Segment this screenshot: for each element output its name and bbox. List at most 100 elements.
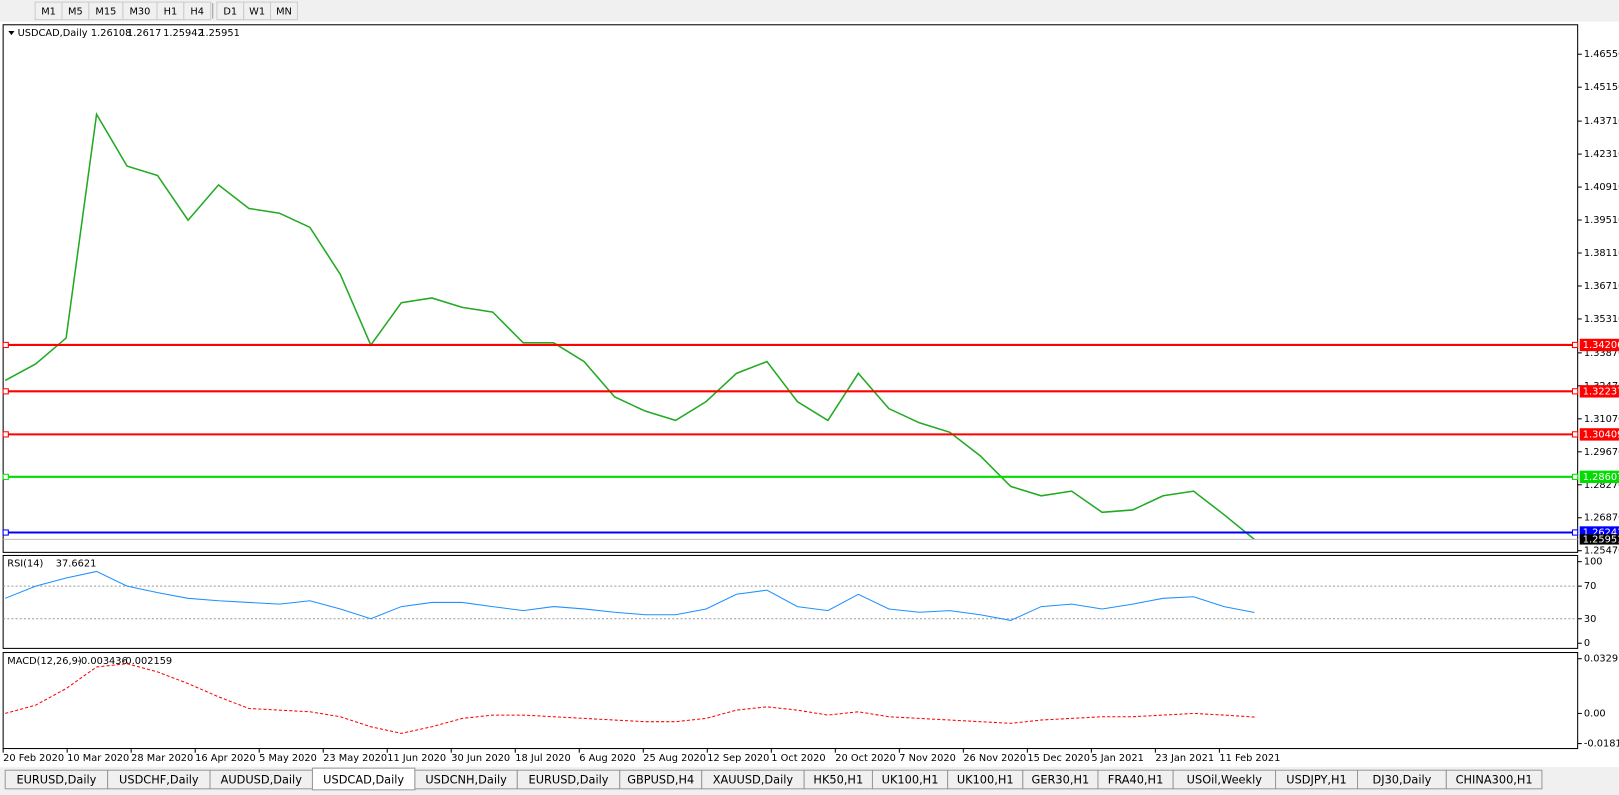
- x-tick-label: 1 Oct 2020: [771, 753, 825, 764]
- tab[interactable]: GER30,H1: [1022, 769, 1099, 790]
- y-tick-label: 1.43710: [1584, 116, 1619, 127]
- tab-label: UK100,H1: [957, 773, 1014, 787]
- x-tick-label: 18 Jul 2020: [515, 753, 570, 764]
- header-text: USDCAD,Daily: [18, 28, 88, 39]
- level-label-bg: [1579, 385, 1619, 398]
- tab-bg: [1445, 769, 1543, 790]
- header-text: 1.25951: [199, 28, 240, 39]
- timeframe-label: W1: [249, 6, 265, 17]
- tab-label: HK50,H1: [813, 773, 863, 787]
- tab[interactable]: EURUSD,Daily: [516, 769, 621, 790]
- tab-label: AUDUSD,Daily: [221, 773, 303, 787]
- x-tick-label: 11 Feb 2021: [1219, 753, 1280, 764]
- timeframe-button[interactable]: [270, 1, 298, 21]
- y-tick-label: 1.38110: [1584, 248, 1619, 259]
- x-tick-label: 26 Nov 2020: [963, 753, 1026, 764]
- level-handle: [2, 341, 9, 349]
- level-label-bg: [1579, 470, 1619, 484]
- tab[interactable]: USOil,Weekly: [1172, 769, 1277, 790]
- tab-label: DJ30,Daily: [1373, 773, 1432, 787]
- macd-signal-line: [5, 663, 1255, 734]
- x-tick-label: 5 Jan 2021: [1091, 753, 1143, 764]
- level-label: 1.32237: [1583, 386, 1619, 397]
- price-label-bg: [1579, 534, 1619, 545]
- y-tick-label: -0.01815: [1584, 739, 1619, 750]
- tab-label: EURUSD,Daily: [16, 773, 96, 787]
- x-tick-label: 28 Mar 2020: [131, 753, 193, 764]
- tab-label: USDJPY,H1: [1286, 773, 1346, 787]
- tab[interactable]: UK100,H1: [947, 769, 1024, 790]
- y-tick-label: 1.33870: [1584, 348, 1619, 359]
- x-tick-label: 23 Jan 2021: [1155, 753, 1214, 764]
- timeframe-label: H1: [164, 6, 178, 17]
- x-tick-label: 30 Jun 2020: [451, 753, 510, 764]
- y-tick-label: 70: [1584, 581, 1596, 592]
- tab-label: USDCAD,Daily: [323, 773, 404, 787]
- tab-label: USDCHF,Daily: [119, 773, 199, 787]
- tab-label: GBPUSD,H4: [627, 773, 694, 787]
- macd-title: MACD(12,26,9): [7, 656, 81, 667]
- tab[interactable]: XAUUSD,Daily: [701, 769, 805, 790]
- tab[interactable]: GBPUSD,H4: [619, 769, 703, 790]
- level-label: 1.34206: [1583, 340, 1619, 351]
- y-tick-label: 1.39510: [1584, 215, 1619, 226]
- price-label: 1.25951: [1583, 534, 1619, 545]
- level-handle: [1571, 431, 1579, 438]
- tab[interactable]: UK100,H1: [871, 769, 949, 790]
- x-tick-label: 12 Sep 2020: [707, 753, 769, 764]
- level-label: 1.30409: [1583, 429, 1619, 440]
- tab[interactable]: FRA40,H1: [1097, 769, 1174, 790]
- tab[interactable]: USDCNH,Daily: [414, 769, 518, 790]
- tab-label: XAUUSD,Daily: [713, 773, 794, 787]
- macd-signal: -0.002159: [122, 656, 172, 667]
- level-handle: [2, 529, 9, 536]
- x-tick-label: 23 May 2020: [323, 753, 387, 764]
- level-label-bg: [1579, 428, 1619, 441]
- timeframe-label: H4: [190, 6, 204, 17]
- tab-label: CHINA300,H1: [1456, 773, 1533, 787]
- level-handle: [2, 388, 9, 395]
- tab-label: FRA40,H1: [1108, 773, 1164, 787]
- macd-main: -0.003436: [77, 656, 127, 667]
- x-tick-label: 11 Jun 2020: [387, 753, 446, 764]
- tab[interactable]: EURUSD,Daily: [4, 769, 109, 790]
- tab-label: GER30,H1: [1032, 773, 1090, 787]
- tab[interactable]: USDCHF,Daily: [107, 769, 211, 790]
- tab[interactable]: USDCAD,Daily: [311, 767, 416, 791]
- tab[interactable]: DJ30,Daily: [1357, 769, 1447, 790]
- y-tick-label: 0.032972: [1584, 654, 1619, 665]
- y-tick-label: 100: [1584, 557, 1603, 568]
- tab[interactable]: CHINA300,H1: [1445, 769, 1543, 790]
- level-handle: [1571, 529, 1579, 536]
- tab[interactable]: AUDUSD,Daily: [209, 769, 313, 790]
- level-handle: [2, 473, 9, 480]
- y-tick-label: 0: [1584, 638, 1590, 649]
- header-text: 1.2617: [127, 28, 161, 39]
- tab-label: EURUSD,Daily: [529, 773, 609, 787]
- rsi-value: 37.6621: [56, 559, 97, 570]
- timeframe-label: MN: [276, 6, 292, 17]
- level-handle: [1571, 473, 1579, 480]
- level-handle: [1571, 341, 1579, 349]
- price-line: [4, 111, 1255, 541]
- y-tick-label: 1.26870: [1584, 513, 1619, 524]
- y-tick-label: 1.45150: [1584, 82, 1619, 93]
- macd-panel: [2, 652, 1579, 750]
- y-tick-label: 1.29670: [1584, 447, 1619, 458]
- level-handle: [2, 431, 9, 438]
- collapse-icon: [8, 30, 15, 36]
- timeframe-label: M1: [41, 6, 56, 17]
- timeframe-button[interactable]: [183, 1, 212, 21]
- y-tick-label: 1.35310: [1584, 314, 1619, 325]
- y-tick-label: 1.46550: [1584, 49, 1619, 60]
- header-text: 1.26108: [91, 28, 132, 39]
- rsi-panel: [2, 554, 1579, 649]
- tab[interactable]: USDJPY,H1: [1275, 769, 1359, 790]
- y-tick-label: 1.42310: [1584, 149, 1619, 160]
- timeframe-label: M5: [68, 6, 83, 17]
- tab[interactable]: HK50,H1: [803, 769, 873, 790]
- x-tick-label: 15 Dec 2020: [1027, 753, 1090, 764]
- tab-label: USDCNH,Daily: [425, 773, 507, 787]
- x-tick-label: 5 May 2020: [259, 753, 317, 764]
